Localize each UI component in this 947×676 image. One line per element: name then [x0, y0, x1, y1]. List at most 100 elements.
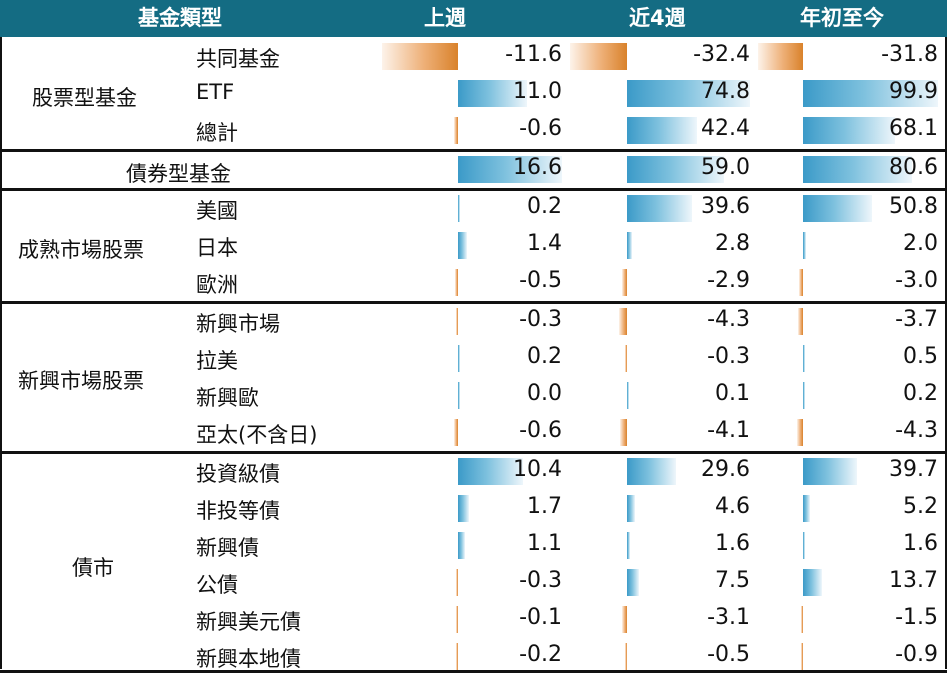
group-separator — [0, 301, 947, 304]
bar-positive — [803, 117, 896, 144]
left-border — [0, 37, 2, 669]
bar-negative — [382, 43, 458, 70]
value-label: 1.6 — [903, 531, 938, 556]
bar-negative — [798, 269, 803, 296]
row-label: 日本 — [196, 236, 238, 260]
value-label: -3.1 — [707, 605, 750, 630]
bar-positive — [627, 232, 632, 259]
value-label: 1.6 — [715, 531, 750, 556]
value-label: 0.0 — [527, 381, 562, 406]
value-label: -0.3 — [519, 307, 562, 332]
group-separator — [0, 451, 947, 454]
row-label: 美國 — [196, 199, 238, 223]
row-label: 新興本地債 — [196, 647, 301, 671]
value-label: -0.6 — [519, 418, 562, 443]
bar-negative — [625, 345, 627, 372]
value-label: 0.2 — [527, 194, 562, 219]
value-label: 50.8 — [889, 194, 938, 219]
value-label: 2.0 — [903, 231, 938, 256]
bar-positive — [627, 195, 693, 222]
value-label: 68.1 — [889, 116, 938, 141]
table-header: 基金類型 上週 近4週 年初至今 — [0, 0, 947, 37]
bar-positive — [803, 495, 811, 522]
value-label: 7.5 — [715, 568, 750, 593]
row-label: 歐洲 — [196, 273, 238, 297]
header-fund-type: 基金類型 — [138, 6, 222, 30]
value-label: 11.0 — [513, 79, 562, 104]
value-label: 39.6 — [701, 194, 750, 219]
bar-negative — [619, 419, 627, 446]
group-label: 成熟市場股票 — [18, 237, 144, 262]
value-label: -0.5 — [707, 642, 750, 667]
value-label: -4.3 — [895, 418, 938, 443]
value-label: 0.2 — [903, 381, 938, 406]
value-label: 4.6 — [715, 494, 750, 519]
bar-negative — [456, 569, 458, 596]
value-label: 99.9 — [889, 79, 938, 104]
value-label: 74.8 — [701, 79, 750, 104]
value-label: 80.6 — [889, 155, 938, 180]
bar-negative — [796, 419, 803, 446]
bar-negative — [454, 269, 458, 296]
value-label: 1.7 — [527, 494, 562, 519]
bar-positive — [627, 80, 750, 107]
value-label: 59.0 — [701, 155, 750, 180]
bar-positive — [627, 569, 640, 596]
group-label: 債市 — [72, 556, 114, 580]
bar-positive — [803, 156, 912, 183]
row-label: 亞太(不含日) — [196, 423, 318, 447]
bar-negative — [456, 643, 458, 670]
value-label: -0.2 — [519, 642, 562, 667]
group-label: 股票型基金 — [32, 85, 137, 110]
bar-positive — [458, 495, 469, 522]
header-ytd: 年初至今 — [800, 6, 884, 30]
value-label: -32.4 — [693, 42, 750, 67]
group-separator — [0, 670, 947, 673]
row-label: 總計 — [196, 121, 238, 145]
value-label: 1.1 — [527, 531, 562, 556]
bar-negative — [619, 308, 627, 335]
bar-negative — [800, 606, 803, 633]
bar-positive — [803, 532, 806, 559]
value-label: -0.3 — [519, 568, 562, 593]
value-label: 29.6 — [701, 457, 750, 482]
row-label: 公債 — [196, 573, 238, 597]
bar-positive — [803, 569, 822, 596]
value-label: 13.7 — [889, 568, 938, 593]
bar-positive — [803, 80, 938, 107]
row-label: 拉美 — [196, 349, 238, 373]
value-label: 2.8 — [715, 231, 750, 256]
value-label: -4.1 — [707, 418, 750, 443]
bar-negative — [621, 606, 627, 633]
bar-negative — [456, 308, 458, 335]
bar-positive — [458, 382, 460, 409]
row-label: ETF — [196, 80, 235, 104]
row-label: 共同基金 — [196, 47, 280, 71]
bar-negative — [454, 117, 458, 144]
group-label: 債券型基金 — [126, 161, 231, 186]
bar-positive — [803, 232, 806, 259]
value-label: 16.6 — [513, 155, 562, 180]
value-label: 39.7 — [889, 457, 938, 482]
value-label: -3.0 — [895, 268, 938, 293]
bar-negative — [621, 269, 627, 296]
bar-negative — [454, 419, 458, 446]
bar-positive — [458, 232, 467, 259]
row-label: 非投等債 — [196, 499, 280, 523]
bar-positive — [627, 532, 630, 559]
bar-positive — [458, 458, 524, 485]
bar-negative — [456, 606, 458, 633]
header-4-weeks: 近4週 — [629, 6, 686, 30]
value-label: 0.2 — [527, 344, 562, 369]
bar-positive — [803, 195, 872, 222]
header-last-week: 上週 — [424, 6, 466, 30]
value-label: -31.8 — [881, 42, 938, 67]
bar-positive — [803, 382, 805, 409]
value-label: 0.1 — [715, 381, 750, 406]
bar-positive — [458, 80, 527, 107]
group-separator — [0, 149, 947, 152]
bar-positive — [627, 117, 697, 144]
value-label: -3.7 — [895, 307, 938, 332]
group-label: 新興市場股票 — [18, 369, 144, 393]
bar-positive — [458, 195, 460, 222]
